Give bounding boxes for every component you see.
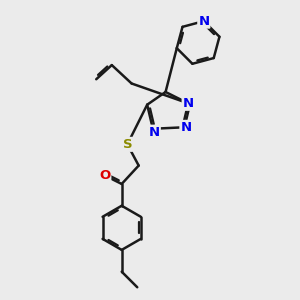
Text: N: N bbox=[149, 126, 160, 139]
Text: N: N bbox=[183, 97, 194, 110]
Text: N: N bbox=[180, 121, 191, 134]
Text: S: S bbox=[122, 138, 132, 151]
Text: O: O bbox=[99, 169, 110, 182]
Text: N: N bbox=[198, 15, 209, 28]
